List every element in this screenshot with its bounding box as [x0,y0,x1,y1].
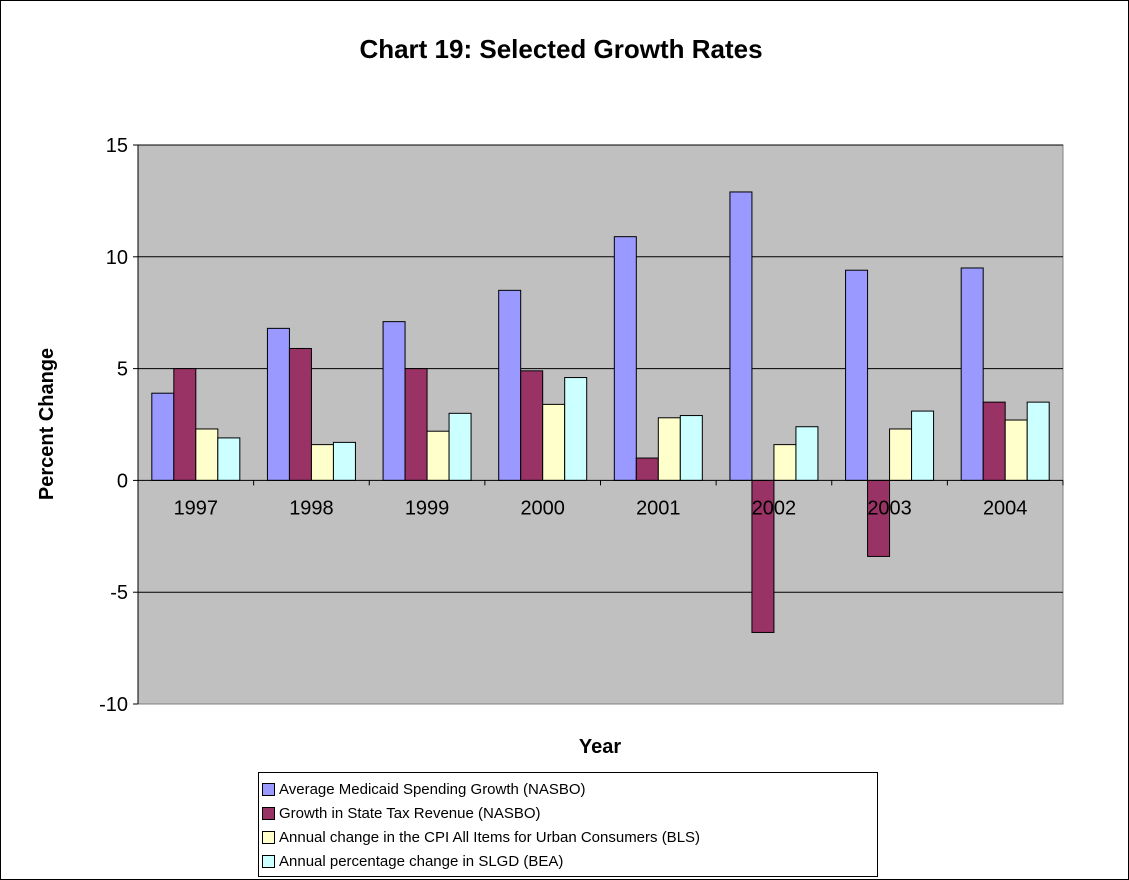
legend: Average Medicaid Spending Growth (NASBO)… [258,772,878,877]
legend-item: Growth in State Tax Revenue (NASBO) [259,801,877,825]
x-tick-label: 1999 [405,497,450,519]
bar-series0-2002 [729,191,753,481]
bar-series0-1999 [382,321,406,481]
bar-series2-1998 [310,444,334,481]
y-tick-label: 5 [117,359,128,381]
bar-series2-2002 [773,444,797,481]
bar-series3-2004 [1026,401,1050,481]
legend-item: Annual change in the CPI All Items for U… [259,825,877,849]
bar-series0-1998 [266,327,290,481]
legend-item: Annual percentage change in SLGD (BEA) [259,849,877,873]
x-tick-label: 1998 [289,497,334,519]
bar-series1-2000 [520,370,544,481]
y-axis-title: Percent Change [36,348,58,500]
bar-series3-2000 [564,377,588,481]
bar-series2-2001 [657,417,681,481]
y-tick-label: 15 [106,135,128,157]
bar-series3-2002 [795,426,819,481]
x-axis-title: Year [579,736,621,758]
legend-label: Annual percentage change in SLGD (BEA) [279,852,564,870]
legend-swatch [262,806,275,820]
bar-series0-2004 [960,267,984,481]
bar-series0-2003 [845,269,869,481]
legend-label: Growth in State Tax Revenue (NASBO) [279,804,541,822]
bar-series1-1997 [173,368,197,481]
bar-series2-2004 [1004,419,1028,481]
bars [151,191,1050,633]
bar-series2-2000 [542,403,566,481]
bar-series0-1997 [151,392,175,481]
legend-swatch [262,830,275,844]
x-tick-label: 2002 [752,497,797,519]
legend-label: Annual change in the CPI All Items for U… [279,828,701,846]
chart-title: Chart 19: Selected Growth Rates [359,34,762,64]
legend-item: Average Medicaid Spending Growth (NASBO) [259,777,877,801]
bar-series1-1999 [404,368,428,481]
x-tick-label: 1997 [174,497,219,519]
bar-series3-2003 [911,410,935,481]
bar-series3-1998 [332,441,356,481]
x-tick-label: 2003 [867,497,912,519]
x-tick-label: 2001 [636,497,681,519]
legend-label: Average Medicaid Spending Growth (NASBO) [279,780,586,798]
bar-series0-2000 [498,289,522,481]
bar-series1-2004 [982,401,1006,481]
y-tick-labels: -10 -5 0 5 10 15 [99,135,128,716]
x-tick-labels: 1997 1998 1999 2000 2001 2002 2003 2004 [174,497,1028,519]
bar-series2-1997 [195,428,219,481]
bar-series3-1999 [448,412,472,481]
bar-series0-2001 [613,236,637,481]
y-tick-label: 10 [106,247,128,269]
y-tick-label: -10 [99,694,128,716]
axes [133,144,1064,705]
y-tick-label: -5 [110,582,128,604]
legend-swatch [262,782,275,796]
y-tick-label: 0 [117,470,128,492]
bar-series3-2001 [679,415,703,481]
bar-series3-1997 [217,437,241,481]
legend-swatch [262,854,275,868]
bar-series2-2003 [889,428,913,481]
bar-series1-2001 [635,457,659,481]
x-tick-label: 2000 [520,497,565,519]
bar-series1-1998 [288,347,312,481]
x-tick-label: 2004 [983,497,1028,519]
bar-series2-1999 [426,430,450,481]
